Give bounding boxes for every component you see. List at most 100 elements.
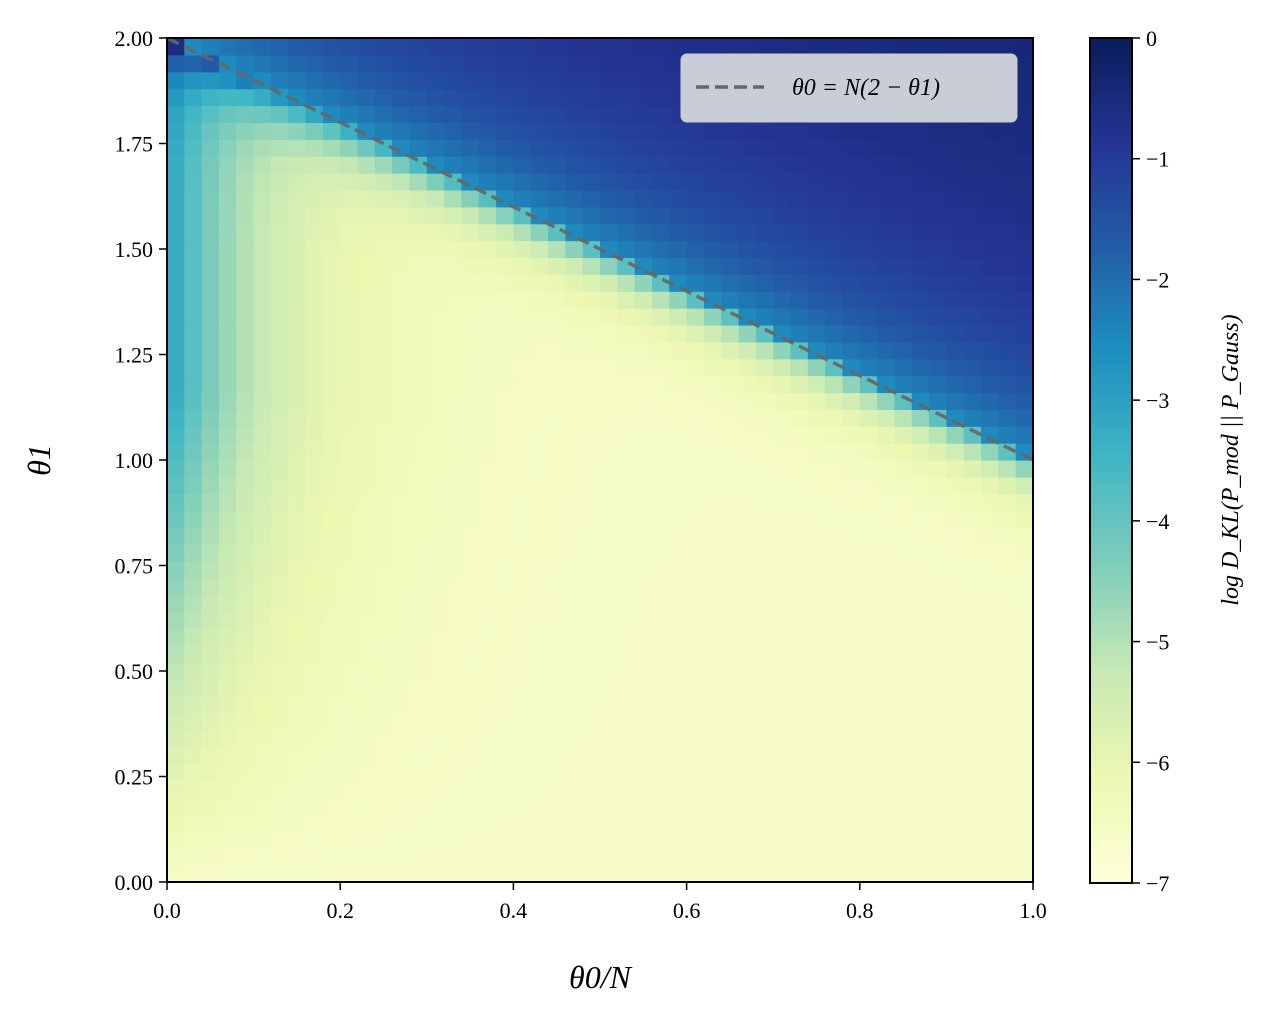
heatmap-cell [877, 460, 896, 478]
heatmap-cell [530, 324, 549, 343]
heatmap-cell [444, 71, 463, 90]
heatmap-cell [1015, 189, 1033, 208]
heatmap-cell [582, 223, 601, 242]
heatmap-cell [877, 324, 896, 343]
heatmap-cell [703, 476, 722, 495]
heatmap-cell [946, 291, 965, 309]
heatmap-cell [842, 426, 861, 444]
heatmap-cell [548, 662, 566, 681]
heatmap-cell [322, 476, 341, 495]
heatmap-cell [444, 240, 463, 259]
heatmap-cell [877, 831, 896, 849]
heatmap-cell [634, 308, 653, 326]
colorbar-gradient [1089, 37, 1133, 884]
heatmap-cell [270, 223, 289, 242]
heatmap-cell [911, 831, 930, 849]
heatmap-cell [859, 510, 878, 529]
heatmap-cell [357, 71, 376, 90]
heatmap-cell [270, 291, 289, 309]
heatmap-cell [721, 257, 740, 275]
heatmap-cell [409, 696, 428, 714]
heatmap-cell [426, 645, 445, 664]
heatmap-cell [340, 662, 359, 681]
heatmap-cell [946, 831, 965, 849]
heatmap-cell [773, 797, 792, 816]
heatmap-cell [859, 865, 878, 882]
heatmap-cell [548, 628, 566, 647]
heatmap-cell [409, 409, 428, 427]
heatmap-cell [218, 780, 237, 799]
heatmap-cell [859, 375, 878, 394]
heatmap-cell [461, 763, 480, 782]
heatmap-cell [218, 848, 237, 866]
heatmap-cell [946, 189, 965, 208]
heatmap-cell [184, 223, 203, 242]
heatmap-cell [236, 763, 255, 782]
heatmap-cell [478, 510, 497, 529]
heatmap-cell [409, 611, 428, 630]
heatmap-cell [755, 561, 774, 579]
heatmap-cell [894, 696, 913, 714]
heatmap-cell [582, 257, 601, 275]
heatmap-cell [496, 324, 514, 343]
heatmap-cell [565, 308, 584, 326]
heatmap-cell [929, 122, 947, 140]
heatmap-cell [201, 780, 220, 799]
heatmap-cell [530, 831, 549, 849]
heatmap-cell [288, 544, 307, 562]
heatmap-cell [478, 662, 497, 681]
heatmap-cell [686, 476, 705, 495]
heatmap-cell [981, 493, 999, 512]
heatmap-cell [496, 409, 514, 427]
heatmap-cell [825, 865, 844, 882]
heatmap-cell [565, 240, 584, 259]
heatmap-cell [496, 308, 514, 326]
heatmap-cell [911, 780, 930, 799]
heatmap-cell [253, 156, 272, 174]
heatmap-cell [911, 189, 930, 208]
heatmap-cell [167, 645, 185, 664]
heatmap-cell [270, 611, 289, 630]
heatmap-cell [634, 122, 653, 140]
heatmap-cell [236, 291, 255, 309]
heatmap-cell [894, 730, 913, 748]
heatmap-cell [669, 240, 688, 259]
heatmap-cell [513, 544, 532, 562]
heatmap-cell [894, 746, 913, 765]
heatmap-cell [461, 544, 480, 562]
heatmap-cell [496, 156, 514, 174]
heatmap-cell [946, 595, 965, 613]
heatmap-cell [773, 730, 792, 748]
heatmap-cell [236, 628, 255, 647]
heatmap-cell [513, 71, 532, 90]
heatmap-cell [409, 105, 428, 123]
heatmap-cell [184, 746, 203, 765]
heatmap-cell [600, 611, 618, 630]
heatmap-cell [357, 443, 376, 461]
heatmap-cell [634, 746, 653, 765]
heatmap-cell [773, 291, 792, 309]
heatmap-cell [859, 814, 878, 832]
heatmap-cell [496, 460, 514, 478]
heatmap-cell [929, 679, 947, 697]
heatmap-cell [877, 223, 896, 242]
heatmap-cell [877, 493, 896, 512]
heatmap-cell [617, 848, 636, 866]
heatmap-cell [184, 341, 203, 360]
heatmap-cell [357, 763, 376, 782]
heatmap-cell [305, 105, 324, 123]
heatmap-cell [530, 291, 549, 309]
heatmap-cell [322, 88, 341, 107]
heatmap-cell [842, 696, 861, 714]
heatmap-cell [651, 510, 670, 529]
heatmap-cell [513, 409, 532, 427]
heatmap-cell [634, 358, 653, 377]
heatmap-cell [392, 443, 411, 461]
heatmap-cell [461, 375, 480, 394]
heatmap-cell [305, 510, 324, 529]
heatmap-cell [790, 510, 809, 529]
heatmap-cell [790, 578, 809, 596]
heatmap-cell [669, 510, 688, 529]
heatmap-cell [911, 358, 930, 377]
heatmap-cell [946, 358, 965, 377]
